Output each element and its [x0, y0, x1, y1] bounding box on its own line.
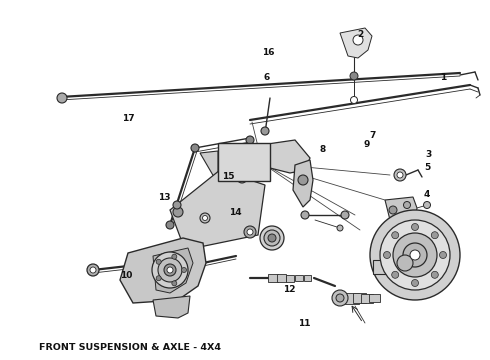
Text: 5: 5 [424, 163, 430, 172]
Circle shape [191, 144, 199, 152]
Circle shape [237, 173, 247, 183]
Bar [345, 292, 359, 303]
Text: 6: 6 [264, 73, 270, 82]
Circle shape [370, 210, 460, 300]
Circle shape [164, 264, 176, 276]
Circle shape [264, 230, 280, 246]
Circle shape [381, 264, 389, 272]
Circle shape [392, 271, 399, 278]
Circle shape [238, 156, 250, 168]
Circle shape [431, 271, 438, 278]
Circle shape [268, 234, 276, 242]
Text: 13: 13 [158, 193, 171, 202]
Polygon shape [240, 140, 310, 173]
Circle shape [172, 281, 177, 286]
Polygon shape [120, 238, 206, 303]
Bar [369, 294, 380, 302]
Polygon shape [153, 248, 193, 293]
Circle shape [410, 250, 420, 260]
Circle shape [200, 213, 210, 223]
Text: 11: 11 [297, 320, 310, 328]
Circle shape [394, 169, 406, 181]
Bar [277, 274, 286, 282]
Text: 17: 17 [122, 114, 135, 123]
Bar [295, 275, 303, 281]
Circle shape [341, 211, 349, 219]
Circle shape [156, 259, 161, 264]
Text: 12: 12 [283, 285, 295, 294]
Circle shape [167, 267, 173, 273]
Text: 3: 3 [426, 150, 432, 159]
Circle shape [90, 267, 96, 273]
Circle shape [393, 233, 437, 277]
Circle shape [57, 93, 67, 103]
Circle shape [403, 243, 427, 267]
Circle shape [431, 232, 438, 239]
Circle shape [172, 254, 177, 259]
Polygon shape [340, 28, 372, 58]
Bar [373, 260, 397, 274]
Circle shape [350, 96, 358, 104]
Circle shape [353, 35, 363, 45]
Bar [268, 274, 278, 282]
Text: 4: 4 [423, 190, 430, 199]
Text: 10: 10 [120, 271, 133, 280]
Circle shape [173, 201, 181, 209]
Circle shape [166, 221, 174, 229]
Circle shape [247, 229, 253, 235]
Circle shape [384, 252, 391, 258]
Text: 7: 7 [369, 131, 376, 140]
Circle shape [392, 232, 399, 239]
Circle shape [412, 279, 418, 287]
Circle shape [261, 127, 269, 135]
Bar [353, 293, 366, 303]
Polygon shape [293, 160, 313, 207]
Circle shape [301, 211, 309, 219]
Circle shape [152, 252, 188, 288]
Circle shape [260, 226, 284, 250]
Circle shape [298, 175, 308, 185]
Polygon shape [153, 296, 190, 318]
Text: 8: 8 [319, 145, 325, 154]
Circle shape [397, 172, 403, 178]
Text: 2: 2 [357, 30, 363, 39]
Circle shape [412, 224, 418, 230]
Bar [304, 275, 311, 281]
Circle shape [380, 220, 450, 290]
Circle shape [158, 258, 182, 282]
Text: 16: 16 [262, 48, 275, 57]
Text: 9: 9 [363, 140, 370, 149]
Circle shape [403, 202, 411, 208]
Circle shape [397, 255, 413, 271]
Circle shape [332, 290, 348, 306]
Circle shape [202, 216, 207, 220]
Polygon shape [170, 170, 265, 250]
Circle shape [156, 276, 161, 281]
Circle shape [350, 72, 358, 80]
Circle shape [337, 225, 343, 231]
Bar [286, 274, 294, 282]
Circle shape [181, 267, 187, 273]
Circle shape [440, 252, 446, 258]
Text: 15: 15 [221, 172, 234, 181]
Circle shape [173, 207, 183, 217]
Circle shape [244, 226, 256, 238]
Bar [361, 293, 373, 302]
Text: 1: 1 [441, 73, 446, 82]
Text: FRONT SUSPENSION & AXLE - 4X4: FRONT SUSPENSION & AXLE - 4X4 [39, 343, 221, 352]
Bar [218, 143, 270, 181]
Circle shape [246, 136, 254, 144]
Circle shape [423, 202, 431, 208]
Polygon shape [385, 197, 417, 222]
Circle shape [241, 159, 247, 165]
Polygon shape [200, 151, 218, 177]
Circle shape [389, 206, 397, 214]
Text: 14: 14 [229, 208, 242, 217]
Circle shape [336, 294, 344, 302]
Circle shape [87, 264, 99, 276]
